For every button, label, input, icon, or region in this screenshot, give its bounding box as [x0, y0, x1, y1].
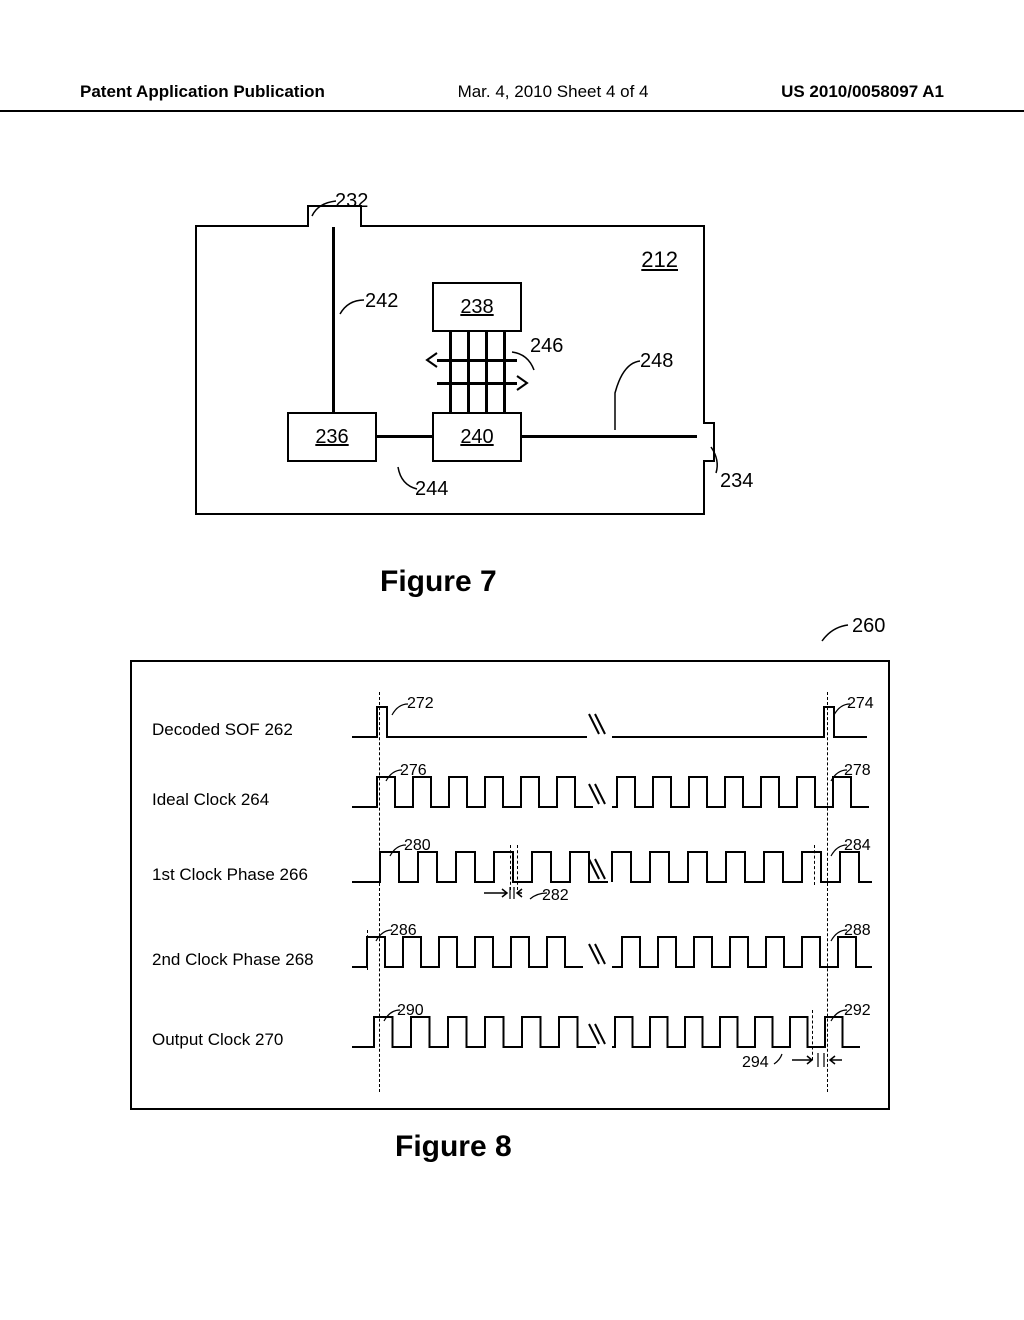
leader-248: [605, 358, 643, 433]
leader-288: [829, 928, 849, 943]
waveform-ideal: [352, 772, 872, 817]
header-right: US 2010/0058097 A1: [781, 82, 944, 102]
ref-294: 294: [742, 1054, 769, 1072]
ref-232: 232: [335, 190, 368, 213]
leader-276: [384, 768, 404, 783]
leader-278: [829, 768, 849, 783]
leader-272: [390, 702, 410, 717]
header-left: Patent Application Publication: [80, 82, 325, 102]
leader-234: [708, 445, 728, 475]
leader-232: [310, 198, 340, 218]
row-2nd-clock-phase: 2nd Clock Phase 268 286 288: [132, 922, 892, 992]
dash-282a: [510, 845, 511, 890]
figure-8-caption: Figure 8: [395, 1130, 512, 1164]
row-1st-clock-phase: 1st Clock Phase 266 280 284 282: [132, 837, 892, 907]
leader-292: [829, 1008, 849, 1023]
ref-272: 272: [407, 695, 434, 713]
ref-280: 280: [404, 837, 431, 855]
bus-arrow-left: [425, 352, 439, 368]
ref-260: 260: [850, 615, 885, 638]
dash-286: [367, 930, 368, 970]
label-ideal-clock: Ideal Clock 264: [152, 790, 269, 810]
leader-246: [510, 350, 538, 372]
leader-274: [832, 702, 852, 717]
page-header: Patent Application Publication Mar. 4, 2…: [0, 82, 1024, 112]
bus-246-v2: [467, 332, 470, 412]
leader-280: [388, 843, 408, 858]
dash-282b: [517, 845, 518, 890]
block-240-label: 240: [460, 426, 493, 449]
row-ideal-clock: Ideal Clock 264 276 278: [132, 762, 892, 832]
leader-284: [829, 843, 849, 858]
block-238-label: 238: [460, 296, 493, 319]
bus-246-v3: [485, 332, 488, 412]
bus-246-h1: [437, 359, 517, 362]
block-212-label: 212: [641, 247, 678, 273]
block-236-label: 236: [315, 426, 348, 449]
leader-244: [395, 465, 420, 493]
figure-8-container: Decoded SOF 262 272 274 Ideal Clock 264 …: [130, 660, 890, 1110]
ref-242: 242: [365, 290, 398, 313]
bus-246-h2: [437, 382, 517, 385]
leader-290: [382, 1008, 402, 1023]
dash-284: [814, 845, 815, 885]
label-2nd-clock: 2nd Clock Phase 268: [152, 950, 314, 970]
waveform-2nd: [352, 932, 872, 977]
ref-244: 244: [415, 478, 448, 501]
wire-242: [332, 227, 335, 417]
row-output-clock: Output Clock 270 290 292 294: [132, 1002, 892, 1072]
dash-294a: [812, 1010, 813, 1060]
ref-248: 248: [640, 350, 673, 373]
figure-7-caption: Figure 7: [380, 565, 497, 599]
leader-260: [820, 623, 850, 643]
block-236: 236: [287, 412, 377, 462]
bus-246-v1: [449, 332, 452, 412]
block-238: 238: [432, 282, 522, 332]
label-decoded-sof: Decoded SOF 262: [152, 720, 293, 740]
leader-286: [374, 928, 394, 943]
bus-246-v4: [503, 332, 506, 412]
row-decoded-sof: Decoded SOF 262 272 274: [132, 692, 892, 762]
wire-248: [522, 435, 697, 438]
wire-244: [377, 435, 432, 438]
ref-276: 276: [400, 762, 427, 780]
ref-286: 286: [390, 922, 417, 940]
label-1st-clock: 1st Clock Phase 266: [152, 865, 308, 885]
label-output-clock: Output Clock 270: [152, 1030, 283, 1050]
leader-242: [338, 298, 368, 316]
header-mid: Mar. 4, 2010 Sheet 4 of 4: [458, 82, 649, 102]
block-240: 240: [432, 412, 522, 462]
bus-arrow-right: [515, 375, 529, 391]
